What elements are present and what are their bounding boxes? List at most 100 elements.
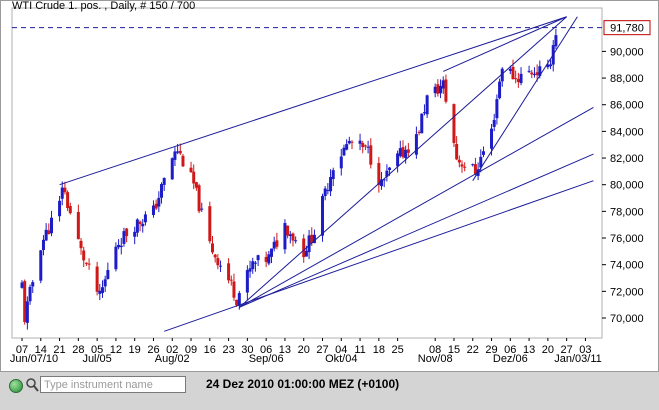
candle-body-2010-09-24 bbox=[312, 234, 316, 244]
candle-body-2010-12-14 bbox=[530, 72, 534, 75]
magnifier-icon[interactable] bbox=[25, 377, 39, 393]
plot-area-border bbox=[11, 7, 603, 339]
candle-body-2010-07-16 bbox=[125, 228, 129, 237]
candle-body-2010-10-06 bbox=[345, 144, 349, 150]
candle-body-2010-08-24 bbox=[229, 279, 233, 281]
candle-body-2010-06-07 bbox=[20, 282, 24, 288]
x-month-label: Dez/06 bbox=[493, 353, 528, 365]
x-tick-label: 13 bbox=[279, 344, 291, 356]
candle-body-2010-12-13 bbox=[527, 70, 531, 72]
trendline-4 bbox=[238, 16, 567, 308]
x-tick-label: 07 bbox=[16, 344, 28, 356]
green-status-dot-icon[interactable] bbox=[9, 379, 23, 393]
candle-body-2010-06-25 bbox=[68, 206, 72, 214]
candle-body-2010-12-21 bbox=[549, 64, 553, 67]
candle-body-2010-10-01 bbox=[331, 170, 335, 180]
candle-body-2010-12-09 bbox=[516, 79, 520, 82]
last-price-tag: 91,780 bbox=[610, 23, 644, 35]
candle-body-2010-10-21 bbox=[385, 170, 389, 177]
x-tick-label: 21 bbox=[53, 344, 65, 356]
x-tick-label: 05 bbox=[91, 344, 103, 356]
candle-body-2010-06-18 bbox=[50, 217, 54, 234]
candle-body-2010-11-12 bbox=[444, 79, 448, 102]
candle-body-2010-06-15 bbox=[41, 239, 45, 251]
candle-body-2010-09-13 bbox=[283, 223, 287, 250]
candle-body-2010-09-08 bbox=[270, 248, 274, 257]
instrument-search-input[interactable] bbox=[40, 376, 186, 393]
candle-body-2010-08-20 bbox=[219, 265, 223, 267]
x-tick-label: 19 bbox=[129, 344, 141, 356]
candle-body-2010-09-17 bbox=[294, 240, 298, 242]
candle-body-2010-09-29 bbox=[326, 190, 330, 192]
candle-body-2010-06-08 bbox=[23, 281, 27, 322]
candle-body-2010-10-14 bbox=[366, 146, 370, 148]
candle-body-2010-10-25 bbox=[396, 153, 400, 167]
candle-body-2010-08-05 bbox=[178, 150, 182, 154]
candle-body-2010-06-14 bbox=[39, 250, 43, 281]
x-tick-label: 06 bbox=[504, 344, 516, 356]
candle-body-2010-09-30 bbox=[329, 176, 333, 192]
x-month-label: Jul/05 bbox=[82, 353, 111, 365]
candle-body-2010-11-10 bbox=[439, 85, 443, 94]
last-price-tag-box bbox=[603, 20, 651, 36]
x-month-label: Okt/04 bbox=[325, 353, 357, 365]
candle-body-2010-07-13 bbox=[117, 244, 121, 248]
candle-body-2010-07-08 bbox=[103, 279, 107, 287]
candle-body-2010-10-04 bbox=[339, 156, 343, 169]
candle-body-2010-11-30 bbox=[492, 119, 496, 127]
candle-body-2010-09-16 bbox=[291, 233, 295, 241]
candle-body-2010-10-08 bbox=[350, 141, 354, 143]
candle-body-2010-10-20 bbox=[382, 179, 386, 181]
y-tick-label: 90,000 bbox=[610, 46, 644, 58]
y-tick-label: 78,000 bbox=[610, 206, 644, 218]
y-tick-label: 72,000 bbox=[610, 286, 644, 298]
candle-body-2010-10-29 bbox=[406, 149, 410, 153]
candle-body-2010-07-05 bbox=[95, 266, 99, 292]
candle-body-2010-12-15 bbox=[532, 74, 536, 76]
candle-body-2010-06-10 bbox=[28, 286, 32, 302]
candle-body-2010-07-01 bbox=[84, 262, 88, 264]
candle-body-2010-06-28 bbox=[76, 211, 80, 240]
candle-body-2010-09-07 bbox=[267, 254, 271, 264]
candle-body-2010-12-03 bbox=[500, 68, 504, 82]
candle-body-2010-12-23 bbox=[554, 35, 558, 47]
x-tick-label: 11 bbox=[354, 344, 365, 356]
x-tick-label: 22 bbox=[467, 344, 479, 356]
candle-body-2010-08-25 bbox=[232, 281, 236, 298]
candle-body-2010-07-19 bbox=[133, 231, 137, 237]
candle-body-2010-11-18 bbox=[460, 164, 464, 167]
candle-body-2010-11-09 bbox=[436, 84, 440, 94]
trendline-3 bbox=[472, 16, 578, 181]
candle-body-2010-09-01 bbox=[251, 261, 255, 270]
x-tick-label: 15 bbox=[448, 344, 460, 356]
x-tick-label: 26 bbox=[147, 344, 159, 356]
trendlines-group bbox=[59, 16, 594, 332]
x-tick-label: 27 bbox=[561, 344, 573, 356]
candle-body-2010-07-14 bbox=[119, 245, 123, 248]
candle-body-2010-11-02 bbox=[417, 131, 421, 133]
candle-body-2010-08-10 bbox=[192, 171, 196, 184]
candle-body-2010-06-21 bbox=[58, 200, 62, 217]
candle-body-2010-10-05 bbox=[342, 147, 346, 156]
candle-body-2010-10-22 bbox=[388, 167, 392, 170]
y-tick-label: 84,000 bbox=[610, 126, 644, 138]
candle-body-2010-08-13 bbox=[200, 208, 204, 210]
candle-body-2010-10-18 bbox=[377, 163, 381, 186]
x-tick-label: 06 bbox=[260, 344, 272, 356]
candle-body-2010-11-03 bbox=[420, 113, 424, 134]
x-month-label: Jun/07/10 bbox=[10, 353, 58, 365]
candle-body-2010-08-04 bbox=[176, 151, 180, 153]
candle-body-2010-12-08 bbox=[514, 78, 518, 80]
x-tick-label: 13 bbox=[523, 344, 535, 356]
x-tick-label: 02 bbox=[166, 344, 178, 356]
candle-body-2010-08-16 bbox=[208, 206, 212, 242]
x-tick-label: 20 bbox=[298, 344, 310, 356]
price-chart[interactable]: 91,780 70,000 72,000 74,000 76,000 78,000 80,0… bbox=[0, 0, 659, 372]
x-tick-label: 23 bbox=[222, 344, 234, 356]
candle-body-2010-08-06 bbox=[181, 155, 185, 167]
x-tick-label: 30 bbox=[241, 344, 253, 356]
candle-body-2010-07-29 bbox=[160, 184, 164, 198]
x-tick-label: 09 bbox=[185, 344, 197, 356]
candle-body-2010-12-10 bbox=[519, 73, 523, 84]
candle-body-2010-07-20 bbox=[135, 219, 139, 233]
